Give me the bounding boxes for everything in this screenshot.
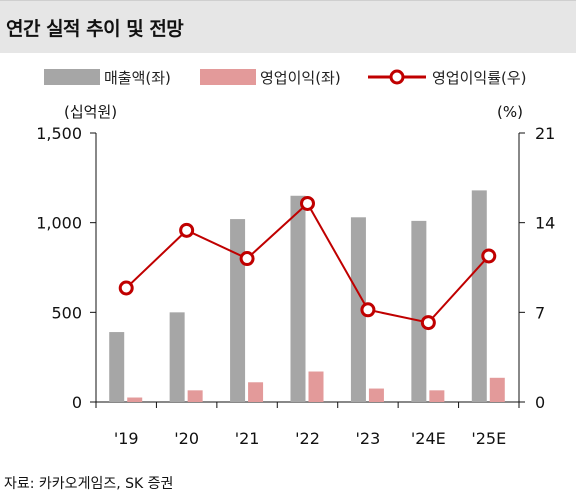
op-margin-point	[118, 280, 134, 296]
bar-op-income	[187, 390, 203, 402]
x-tick-label: '21	[235, 429, 260, 448]
right-tick-label: 14	[535, 214, 555, 233]
bar-revenue	[109, 332, 125, 402]
op-margin-line	[118, 195, 497, 331]
bar-revenue	[230, 219, 246, 402]
bar-revenue	[350, 217, 366, 402]
bar-op-income	[368, 388, 384, 402]
right-tick-label: 7	[535, 303, 545, 322]
left-tick-label: 0	[72, 393, 82, 412]
bar-revenue	[411, 220, 427, 402]
right-axis-ticks: 0 7 14 21	[519, 124, 555, 412]
bar-revenue	[290, 195, 306, 402]
bar-op-income	[248, 382, 264, 402]
left-tick-label: 1,000	[36, 214, 82, 233]
x-tick-label: '24E	[411, 429, 446, 448]
legend: 매출액(좌) 영업이익(좌) 영업이익률(우)	[44, 69, 527, 87]
bar-op-income	[429, 390, 445, 402]
right-tick-label: 0	[535, 393, 545, 412]
left-tick-label: 500	[51, 303, 82, 322]
x-tick-label: '19	[114, 429, 139, 448]
right-axis-unit: (%)	[497, 103, 523, 121]
x-tick-label: '25E	[471, 429, 506, 448]
left-axis-unit: (십억원)	[64, 103, 117, 121]
op-margin-point	[481, 248, 497, 264]
x-axis-ticks: '19 '20 '21 '22 '23 '24E '25E	[95, 402, 520, 448]
op-margin-point	[239, 251, 255, 267]
op-margin-point	[420, 315, 436, 331]
x-tick-label: '23	[356, 429, 381, 448]
title-bar: 연간 실적 추이 및 전망	[0, 0, 576, 53]
legend-label-revenue: 매출액(좌)	[104, 69, 171, 87]
chart-title: 연간 실적 추이 및 전망	[6, 18, 184, 40]
legend-label-op-margin: 영업이익률(우)	[432, 69, 527, 87]
left-tick-label: 1,500	[36, 124, 82, 143]
bar-revenue	[169, 312, 185, 402]
bar-op-income	[127, 397, 143, 402]
op-margin-point	[179, 222, 195, 238]
x-tick-label: '22	[295, 429, 320, 448]
legend-swatch-op-income	[200, 69, 256, 85]
left-axis-ticks: 0 500 1,000 1,500	[36, 124, 96, 412]
x-tick-label: '20	[174, 429, 199, 448]
legend-swatch-revenue	[44, 69, 100, 85]
op-margin-polyline	[125, 201, 490, 324]
legend-label-op-income: 영업이익(좌)	[260, 69, 341, 87]
bar-op-income	[308, 371, 324, 402]
op-margin-point	[300, 195, 315, 211]
bars	[109, 190, 505, 402]
legend-marker-op-margin	[389, 69, 405, 85]
bar-op-income	[489, 377, 505, 402]
bar-revenue	[471, 190, 487, 402]
source-note: 자료: 카카오게임즈, SK 증권	[4, 476, 174, 492]
op-margin-point	[360, 302, 376, 318]
chart: 매출액(좌) 영업이익(좌) 영업이익률(우) (십억원) (%) 0 500 1,…	[36, 69, 555, 448]
right-tick-label: 21	[535, 124, 555, 143]
